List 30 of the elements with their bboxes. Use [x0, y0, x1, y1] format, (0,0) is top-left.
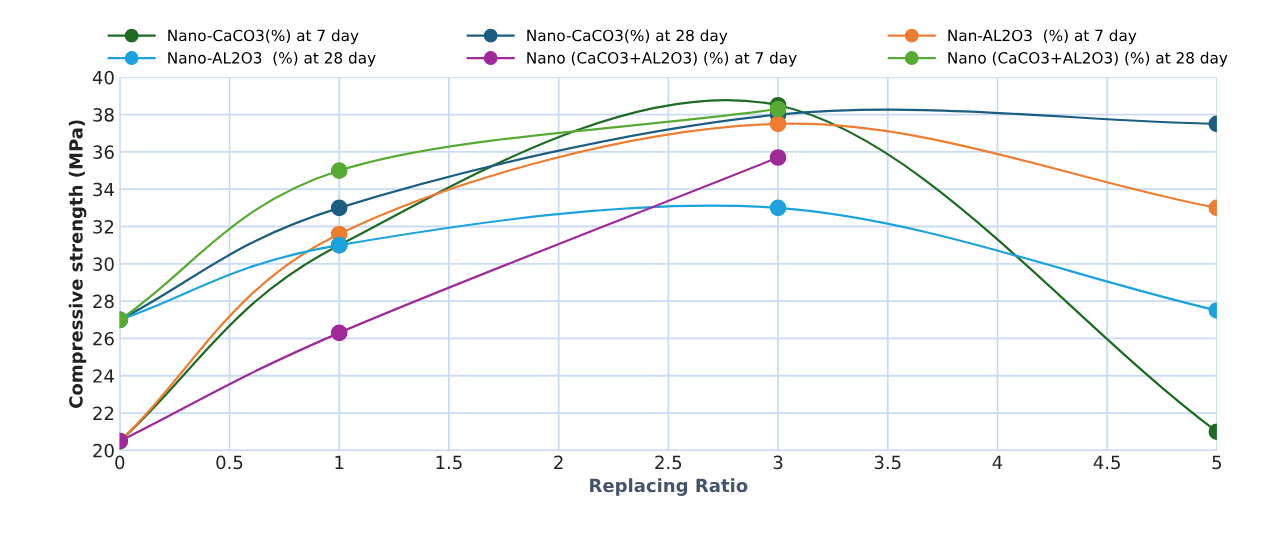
legend-label: Nan-AL2O3 (%) at 7 day	[948, 29, 1137, 45]
y-tick-label: 30	[93, 257, 114, 271]
legend-label: Nano (CaCO3+AL2O3) (%) at 7 day	[527, 51, 797, 67]
x-tick-label: 0.5	[216, 455, 243, 470]
x-tick-label: 3.5	[874, 455, 901, 470]
legend-label: Nano (CaCO3+AL2O3) (%) at 28 day	[948, 51, 1228, 67]
y-tick-label: 28	[93, 294, 114, 309]
x-tick-label: 0	[115, 455, 125, 470]
y-tick-label: 34	[93, 182, 114, 197]
legend-label: Nano-CaCO3(%) at 28 day	[527, 29, 728, 45]
y-tick-label: 24	[93, 369, 114, 383]
y-tick-label: 36	[93, 145, 114, 160]
y-tick-label: 20	[93, 443, 114, 458]
x-tick-label: 4.5	[1093, 455, 1120, 470]
x-tick-label: 2.5	[655, 455, 682, 470]
x-tick-label: 1	[335, 455, 344, 469]
y-tick-label: 38	[93, 108, 114, 122]
y-tick-label: 22	[93, 406, 114, 420]
x-tick-label: 3	[773, 455, 783, 470]
legend-label: Nano-CaCO3(%) at 7 day	[168, 29, 359, 45]
y-tick-label: 32	[93, 219, 114, 234]
x-tick-label: 2	[554, 455, 563, 469]
x-tick-label: 4	[992, 455, 1003, 469]
x-axis-title: Replacing Ratio	[590, 478, 748, 496]
y-tick-label: 26	[93, 331, 114, 346]
legend-label: Nano-AL2O3 (%) at 28 day	[168, 51, 376, 67]
x-tick-label: 5	[1212, 455, 1222, 470]
x-tick-label: 1.5	[436, 455, 462, 470]
y-axis-title: Compressive strength (MPa)	[68, 120, 87, 408]
y-tick-label: 40	[92, 70, 114, 85]
